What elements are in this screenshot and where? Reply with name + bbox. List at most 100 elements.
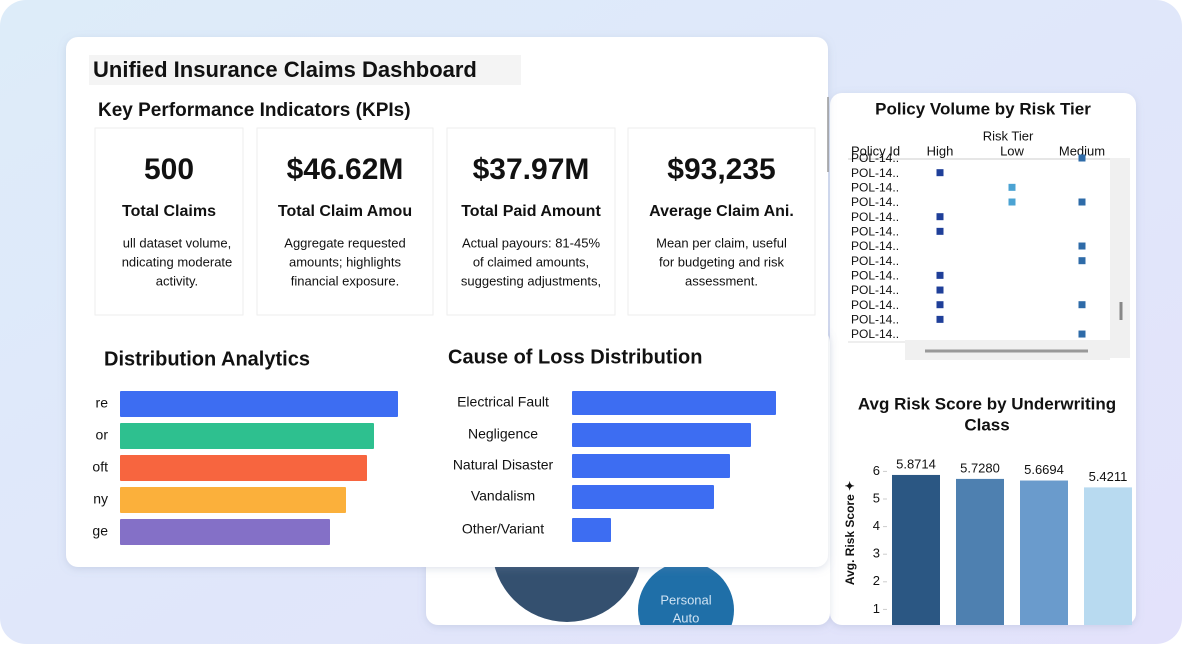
- label-clip: re or oft ny ge: [92, 395, 108, 539]
- tier-mark: [1008, 198, 1016, 206]
- tier-mark: [936, 271, 944, 279]
- tier-mark: [936, 286, 944, 294]
- kpi-card: [94, 127, 244, 316]
- tier-mark: [1078, 330, 1086, 338]
- category-label: Other/Variant: [462, 521, 544, 537]
- kpi-description: financial exposure.: [291, 273, 399, 288]
- bar: [956, 478, 1004, 625]
- row-label: POL-14..: [851, 166, 899, 180]
- row-header: Policy Id: [851, 143, 900, 158]
- category-label: ge: [92, 523, 108, 539]
- y-axis-label: Avg. Risk Score ✦: [843, 481, 857, 585]
- kpi-description: Aggregate requested: [284, 235, 405, 250]
- kpi-label: Total Claims: [122, 203, 216, 220]
- category-label: or: [96, 427, 109, 443]
- content: 500 Total Claims ull dataset volume, ndicat…: [92, 99, 1132, 625]
- kpi-description: of claimed amounts,: [473, 254, 589, 269]
- kpi-description: suggesting adjustments,: [461, 273, 601, 288]
- kpi-description: ndicating moderate: [122, 254, 233, 269]
- tier-mark: [936, 213, 944, 221]
- y-tick-label: 3: [873, 546, 880, 561]
- bar: [572, 485, 714, 509]
- bubble-label: Auto: [673, 610, 700, 625]
- v-scroll-track: [1110, 158, 1130, 358]
- category-label: Negligence: [468, 426, 538, 442]
- dashboard-title: Unified Insurance Claims Dashboard: [93, 57, 477, 82]
- tier-mark: [1008, 183, 1016, 191]
- column-header: Risk Tier: [983, 128, 1034, 143]
- row-label: POL-14..: [851, 313, 899, 327]
- bar: [892, 474, 940, 625]
- category-label: Natural Disaster: [453, 457, 554, 473]
- kpi-card: [256, 127, 434, 316]
- row-label: POL-14..: [851, 151, 899, 165]
- row-label: POL-14..: [851, 283, 899, 297]
- tier-mark: [936, 227, 944, 235]
- kpi-desc-clip: ull dataset volume, ndicating moderate act…: [122, 235, 233, 288]
- kpi-value: 500: [144, 153, 194, 186]
- kpi-description: amounts; highlights: [289, 254, 402, 269]
- kpi-description: Actual payours: 81-45%: [462, 235, 600, 250]
- kpi-value: $93,235: [667, 153, 775, 186]
- value-label: 5.7280: [960, 460, 1000, 475]
- bar: [572, 518, 611, 542]
- row-label: POL-14..: [851, 239, 899, 253]
- kpi-card: [627, 127, 816, 316]
- tier-mark: [1078, 301, 1086, 309]
- tier-mark: [936, 315, 944, 323]
- bar: [572, 391, 776, 415]
- chart-title: Class: [964, 415, 1009, 434]
- bar: [1020, 480, 1068, 625]
- category-label: oft: [92, 459, 108, 475]
- y-tick-label: 4: [873, 518, 880, 533]
- bubble: [638, 562, 734, 625]
- kpi-description: ull dataset volume,: [123, 235, 231, 250]
- row-label: POL-14..: [851, 210, 899, 224]
- bar: [572, 423, 751, 447]
- kpi-value: $37.97M: [473, 153, 590, 186]
- tier-mark: [1078, 242, 1086, 250]
- bar: [120, 519, 330, 545]
- kpi-description: for budgeting and risk: [659, 254, 785, 269]
- row-label: POL-14..: [851, 195, 899, 209]
- bar: [572, 454, 730, 478]
- row-label: POL-14..: [851, 327, 899, 341]
- category-label: re: [96, 395, 109, 411]
- column-label: High: [927, 143, 954, 158]
- row-label: POL-14..: [851, 269, 899, 283]
- kpi-description: Mean per claim, useful: [656, 235, 787, 250]
- bar: [1084, 487, 1132, 625]
- bar: [120, 455, 367, 481]
- kpi-value: $46.62M: [287, 153, 404, 186]
- category-label: Vandalism: [471, 488, 535, 504]
- value-label: 5.4211: [1089, 469, 1128, 484]
- kpi-description: activity.: [156, 273, 198, 288]
- bar: [120, 487, 346, 513]
- tier-mark: [936, 169, 944, 177]
- row-label: POL-14..: [851, 181, 899, 195]
- tier-mark: [1078, 257, 1086, 265]
- kpi-description: assessment.: [685, 273, 758, 288]
- row-label: POL-14..: [851, 225, 899, 239]
- kpi-label: Average Claim Ani.: [649, 203, 794, 220]
- chart-title: Policy Volume by Risk Tier: [875, 99, 1091, 118]
- kpi-title: Key Performance Indicators (KPIs): [98, 100, 411, 121]
- chart-title: Cause of Loss Distribution: [448, 346, 702, 368]
- chart-title: Distribution Analytics: [104, 348, 310, 370]
- bar: [120, 391, 398, 417]
- y-tick-label: 1: [873, 601, 880, 616]
- chart-title: Avg Risk Score by Underwriting: [858, 394, 1116, 413]
- tier-mark: [1078, 198, 1086, 206]
- value-label: 5.8714: [896, 456, 936, 471]
- bubble-label: Personal: [660, 592, 711, 607]
- value-label: 5.6694: [1024, 462, 1064, 477]
- kpi-label: Total Paid Amount: [461, 203, 601, 220]
- bar: [120, 423, 374, 449]
- category-label: ny: [93, 491, 108, 507]
- column-label: Medium: [1059, 143, 1105, 158]
- category-label: Electrical Fault: [457, 394, 549, 410]
- title-bg: [89, 55, 521, 85]
- kpi-label: Total Claim Amou: [278, 203, 412, 220]
- y-tick-label: 6: [873, 463, 880, 478]
